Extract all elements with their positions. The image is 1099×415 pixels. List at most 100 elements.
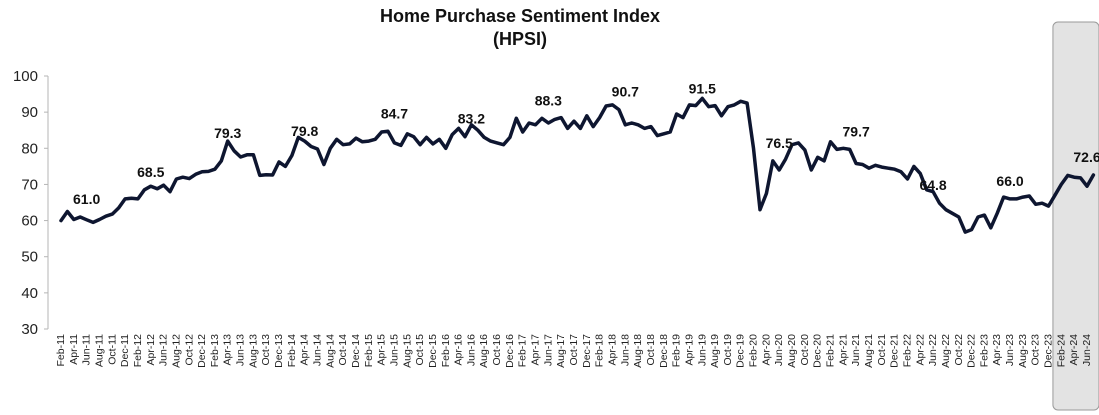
- x-tick-label: Apr-22: [914, 334, 926, 366]
- x-tick-label: Apr-17: [530, 334, 542, 366]
- x-tick-label: Jun-15: [388, 334, 400, 366]
- x-tick-label: Dec-18: [658, 334, 670, 368]
- x-tick-label: Oct-19: [722, 334, 734, 366]
- y-axis-ticks: 100 90 80 70 60 50 40 30: [13, 68, 48, 338]
- x-tick-label: Feb-15: [363, 334, 375, 367]
- value-label: 90.7: [612, 84, 639, 100]
- x-tick-label: Apr-23: [991, 334, 1003, 366]
- y-tick-label: 100: [13, 68, 38, 85]
- x-tick-label: Feb-20: [748, 334, 760, 367]
- y-tick-label: 70: [21, 176, 38, 193]
- x-tick-label: Jun-20: [773, 334, 785, 366]
- x-tick-label: Jun-12: [158, 334, 170, 366]
- x-tick-label: Feb-22: [901, 334, 913, 367]
- hpsi-series-line: [59, 96, 1096, 234]
- x-tick-label: Feb-14: [286, 334, 298, 367]
- x-tick-label: Dec-20: [812, 334, 824, 368]
- x-tick-label: Aug-18: [632, 334, 644, 368]
- value-label: 88.3: [535, 92, 562, 108]
- x-tick-label: Jun-22: [927, 334, 939, 366]
- x-tick-label: Oct-22: [953, 334, 965, 366]
- x-tick-label: Oct-13: [260, 334, 272, 366]
- value-label: 79.8: [291, 123, 318, 139]
- x-tick-label: Dec-12: [196, 334, 208, 368]
- x-tick-label: Oct-23: [1030, 334, 1042, 366]
- y-tick-label: 80: [21, 140, 38, 157]
- value-label: 64.8: [919, 177, 946, 193]
- x-tick-label: Aug-20: [786, 334, 798, 368]
- x-tick-label: Apr-11: [68, 334, 80, 365]
- value-label: 83.2: [458, 111, 485, 127]
- x-tick-label: Oct-20: [799, 334, 811, 366]
- x-tick-label: Apr-20: [760, 334, 772, 366]
- x-tick-label: Jun-13: [235, 334, 247, 366]
- x-tick-label: Feb-13: [209, 334, 221, 367]
- x-tick-label: Feb-16: [440, 334, 452, 367]
- x-tick-label: Feb-17: [517, 334, 529, 367]
- x-tick-label: Dec-17: [581, 334, 593, 368]
- chart-subtitle: (HPSI): [493, 29, 547, 49]
- x-tick-label: Dec-13: [273, 334, 285, 368]
- chart-title: Home Purchase Sentiment Index: [380, 6, 660, 26]
- value-label: 76.5: [766, 135, 793, 151]
- x-tick-label: Aug-15: [401, 334, 413, 368]
- x-tick-label: Jun-14: [312, 334, 324, 366]
- x-tick-label: Apr-16: [453, 334, 465, 366]
- value-label: 84.7: [381, 105, 408, 121]
- x-tick-label: Feb-18: [594, 334, 606, 367]
- x-tick-label: Aug-19: [709, 334, 721, 368]
- value-label: 79.7: [843, 123, 870, 139]
- x-tick-label: Feb-21: [825, 334, 837, 367]
- x-tick-label: Jun-16: [465, 334, 477, 366]
- x-tick-label: Feb-19: [671, 334, 683, 367]
- x-axis-ticks: Feb-11 Apr-11 Jun-11 Aug-11 Oct-11 Dec-11 Feb-…: [55, 334, 1093, 368]
- value-label: 72.6: [1073, 149, 1099, 165]
- y-tick-label: 30: [21, 321, 38, 338]
- x-tick-label: Oct-17: [568, 334, 580, 366]
- x-tick-label: Apr-12: [145, 334, 157, 366]
- x-tick-label: Aug-12: [170, 334, 182, 368]
- x-tick-label: Dec-14: [350, 334, 362, 368]
- value-label: 79.3: [214, 125, 241, 141]
- x-tick-label: Apr-19: [683, 334, 695, 366]
- x-tick-label: Jun-11: [81, 334, 93, 365]
- x-tick-label: Feb-11: [55, 334, 67, 367]
- x-tick-label: Aug-16: [478, 334, 490, 368]
- y-tick-label: 40: [21, 285, 38, 302]
- value-label: 91.5: [689, 81, 716, 97]
- x-tick-label: Dec-23: [1043, 334, 1055, 368]
- value-label: 68.5: [137, 164, 164, 180]
- x-tick-label: Jun-21: [850, 334, 862, 366]
- x-tick-label: Oct-21: [876, 334, 888, 366]
- y-tick-label: 50: [21, 249, 38, 266]
- x-tick-label: Dec-22: [966, 334, 978, 368]
- x-tick-label: Oct-16: [491, 334, 503, 366]
- y-tick-label: 90: [21, 104, 38, 121]
- x-tick-label: Feb-12: [132, 334, 144, 367]
- x-tick-label: Aug-14: [324, 334, 336, 368]
- x-tick-label: Dec-11: [119, 334, 131, 367]
- x-tick-label: Aug-21: [863, 334, 875, 368]
- x-tick-label: Jun-24: [1081, 334, 1093, 366]
- highlight-band: [1052, 21, 1099, 411]
- x-tick-label: Aug-11: [93, 334, 105, 367]
- x-tick-label: Jun-17: [542, 334, 554, 366]
- x-tick-label: Jun-23: [1004, 334, 1016, 366]
- value-label: 61.0: [73, 191, 100, 207]
- x-tick-label: Apr-13: [222, 334, 234, 366]
- value-label: 66.0: [996, 173, 1023, 189]
- x-tick-label: Oct-15: [414, 334, 426, 366]
- x-tick-label: Feb-23: [978, 334, 990, 367]
- y-tick-label: 60: [21, 213, 38, 230]
- x-tick-label: Apr-24: [1068, 334, 1080, 366]
- x-tick-label: Oct-14: [337, 334, 349, 366]
- x-tick-label: Apr-14: [299, 334, 311, 366]
- x-tick-label: Apr-18: [606, 334, 618, 366]
- x-tick-label: Aug-13: [247, 334, 259, 368]
- x-tick-label: Dec-15: [427, 334, 439, 368]
- x-tick-label: Apr-15: [376, 334, 388, 366]
- x-tick-label: Dec-19: [735, 334, 747, 368]
- x-tick-label: Oct-11: [106, 334, 118, 365]
- x-tick-label: Feb-24: [1055, 334, 1067, 367]
